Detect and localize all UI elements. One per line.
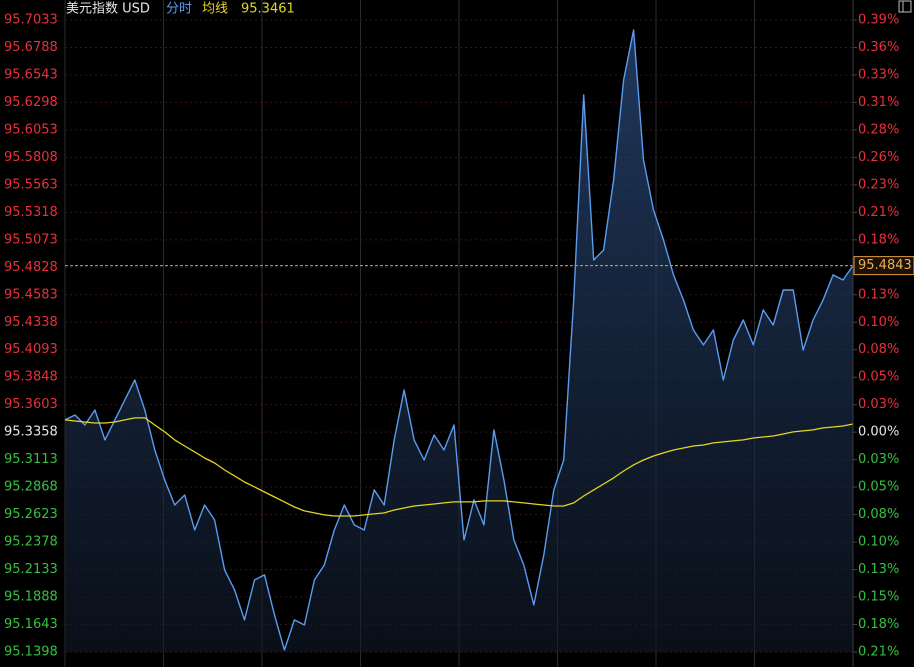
y-tick-label: 95.3848 [4,370,58,385]
y2-tick-label: 0.13% [858,287,899,302]
last-price-label: 95.4843 [858,258,912,273]
corner-icon[interactable] [898,0,912,13]
y-tick-label: 95.1398 [4,645,58,660]
y2-tick-label: 0.18% [858,232,899,247]
y-tick-label: 95.7033 [4,13,58,28]
y2-tick-label: 0.05% [858,370,899,385]
ma-value: 95.3461 [241,2,295,17]
legend-entry: 均线 [202,2,228,17]
y-tick-label: 95.4093 [4,342,58,357]
y-tick-label: 95.4583 [4,287,58,302]
y-tick-label: 95.2133 [4,562,58,577]
ma-line [64,417,854,517]
y2-tick-label: 0.13% [858,562,899,577]
plot [64,29,854,652]
price-line [64,29,854,651]
last-price-box [853,256,914,276]
y2-tick-label: 0.08% [858,507,899,522]
y2-tick-label: 0.21% [858,205,899,220]
y2-tick-label: 0.05% [858,480,899,495]
y-tick-label: 95.2378 [4,535,58,550]
y2-tick-label: 0.10% [858,315,899,330]
y2-tick-label: 0.31% [858,95,899,110]
y2-tick-label: 0.21% [858,645,899,660]
y2-tick-label: 0.28% [858,122,899,137]
y-tick-label: 95.3603 [4,397,58,412]
y2-tick-label: 0.03% [858,397,899,412]
axes: 95.7033 95.6788 95.6543 95.6298 95.6053 95.58… [4,0,914,667]
y2-tick-label: 0.08% [858,342,899,357]
y2-tick-label: 0.03% [858,452,899,467]
y2-tick-label: 0.00% [858,425,899,440]
y2-tick-label: 0.18% [858,617,899,632]
y2-tick-label: 0.15% [858,590,899,605]
y-tick-label: 95.6543 [4,67,58,82]
chart-title: 美元指数 USD [66,2,150,17]
y-tick-label: 95.5563 [4,177,58,192]
y-tick-label: 95.3113 [4,452,58,467]
y-tick-label: 95.3358 [4,425,58,440]
y-tick-label: 95.4338 [4,315,58,330]
y-tick-label: 95.5073 [4,232,58,247]
y-tick-label: 95.1643 [4,617,58,632]
y-tick-label: 95.5318 [4,205,58,220]
y2-tick-label: 0.10% [858,535,899,550]
y-tick-label: 95.4828 [4,260,58,275]
y2-tick-label: 0.36% [858,40,899,55]
price-area [65,30,853,652]
y2-tick-label: 0.39% [858,13,899,28]
y-tick-label: 95.6053 [4,122,58,137]
y-tick-label: 95.6298 [4,95,58,110]
y-tick-label: 95.6788 [4,40,58,55]
y-tick-label: 95.2623 [4,507,58,522]
y2-tick-label: 0.23% [858,177,899,192]
y-tick-label: 95.2868 [4,480,58,495]
y2-tick-label: 0.26% [858,150,899,165]
legend-entry: 分时 [166,2,192,17]
y-tick-label: 95.1888 [4,590,58,605]
y2-tick-label: 0.33% [858,67,899,82]
y-tick-label: 95.5808 [4,150,58,165]
